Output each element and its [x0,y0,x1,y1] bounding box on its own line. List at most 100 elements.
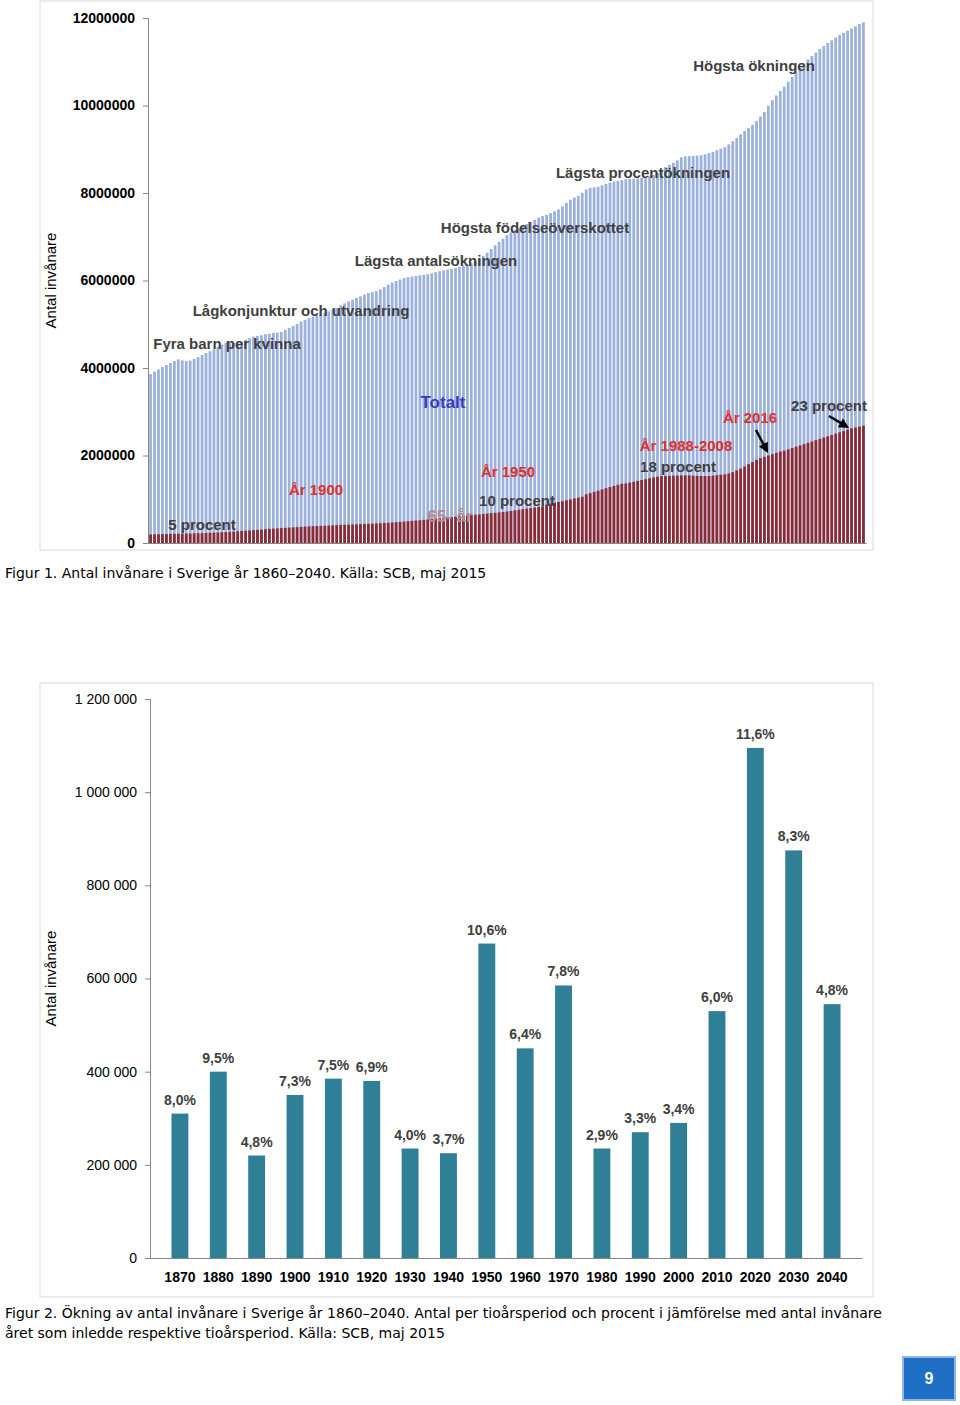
bar [862,426,865,543]
bar [771,454,774,543]
bar [577,196,580,543]
bar [640,178,643,543]
tick: 1990 [625,1269,656,1285]
bar [387,523,390,543]
bar [581,497,584,543]
bar [161,534,164,543]
bar [236,343,239,543]
bar [351,300,354,543]
bar [205,533,208,543]
bar [379,523,382,543]
bar [589,493,592,543]
bar [723,474,726,543]
bar [593,492,596,543]
percent-label: 8,3% [778,828,810,844]
bar [339,525,342,543]
bar [692,476,695,543]
bar [830,435,833,543]
bar [157,534,160,543]
bar [201,355,204,543]
tick-label: 12000000 [73,10,136,26]
x-axis: 1870188018901900191019201930194019501960… [151,1259,863,1285]
annotations: Högsta ökningenLägsta procentökningenHög… [153,57,867,533]
bar [260,335,263,543]
tick-label: 800 000 [86,877,137,893]
bar [411,521,414,543]
bar [351,524,354,543]
bar [379,289,382,543]
series-bars [149,426,865,543]
bar [719,149,722,543]
caption: Figur 1. Antal invånare i Sverige år 186… [5,563,910,583]
percent-label: 6,0% [701,989,733,1005]
bar [395,281,398,543]
bar [149,534,152,543]
bar [363,295,366,543]
bar [577,498,580,543]
tick-mark [145,792,150,793]
bar [256,336,259,543]
tick-label: 1870 [164,1269,195,1285]
bar [415,276,418,543]
bar [296,324,299,543]
bar [411,277,414,543]
bar [656,477,659,543]
tick: 200 000 [86,1157,150,1173]
bar [585,494,588,543]
bar [153,534,156,543]
bar [217,347,220,543]
chart: 0200 000400 000600 000800 0001 000 0001 … [40,683,873,1297]
bar [363,524,366,543]
bar [684,475,687,543]
chart: 0200000040000006000000800000010000000120… [40,1,873,551]
tick-label: 2000000 [80,447,135,463]
annotation: Lågkonjunktur och utvandring [193,302,410,319]
bar [517,510,520,543]
y-axis: 0200000040000006000000800000010000000120… [73,10,149,551]
tick: 1960 [510,1269,541,1285]
percent-label: 7,8% [548,963,580,979]
bar [846,31,849,543]
bar [181,534,184,543]
percent-label: 2,9% [586,1127,618,1143]
tick-label: 10000000 [73,97,136,113]
bar [209,351,212,543]
bar [347,525,350,543]
bar [601,185,604,543]
bar [387,285,390,543]
bar [165,534,168,543]
series-label: 65- år [427,507,473,526]
bar [486,514,489,543]
bar [375,291,378,543]
bar [696,476,699,543]
bar [664,476,667,543]
annotation: 5 procent [168,516,236,533]
annotation: 10 procent [479,492,555,509]
tick: 2000 [663,1269,694,1285]
percent-label: 7,5% [317,1057,349,1073]
tick: 1 200 000 [75,691,150,707]
bar [660,476,663,543]
axis-line [143,19,149,544]
tick-label: 1900 [279,1269,310,1285]
tick-label: 0 [127,535,135,551]
annotation: Lägsta procentökningen [556,164,730,181]
bar [440,1153,457,1258]
bar [731,472,734,543]
bar [601,489,604,543]
tick: 800 000 [86,877,150,893]
bar [549,504,552,543]
bar [367,293,370,543]
bar [205,353,208,543]
tick: 1870 [164,1269,195,1285]
bar [359,524,362,543]
bar [727,144,730,543]
page: 0200000040000006000000800000010000000120… [0,0,960,1405]
bar [807,443,810,543]
bar [846,430,849,543]
bar [213,349,216,543]
bar [375,523,378,543]
bar [834,38,837,543]
bar [308,318,311,543]
percent-label: 6,4% [509,1026,541,1042]
